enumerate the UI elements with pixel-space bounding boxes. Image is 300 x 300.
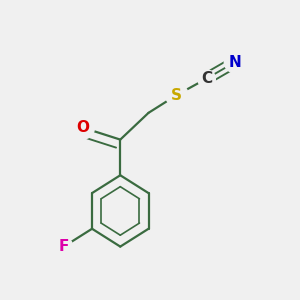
Circle shape bbox=[198, 70, 215, 88]
Text: F: F bbox=[58, 239, 69, 254]
Text: C: C bbox=[201, 71, 212, 86]
Text: O: O bbox=[76, 120, 90, 135]
Circle shape bbox=[55, 238, 73, 256]
Circle shape bbox=[166, 84, 188, 106]
Circle shape bbox=[72, 116, 94, 139]
Text: N: N bbox=[228, 55, 241, 70]
Text: S: S bbox=[171, 88, 182, 103]
Circle shape bbox=[224, 52, 245, 73]
